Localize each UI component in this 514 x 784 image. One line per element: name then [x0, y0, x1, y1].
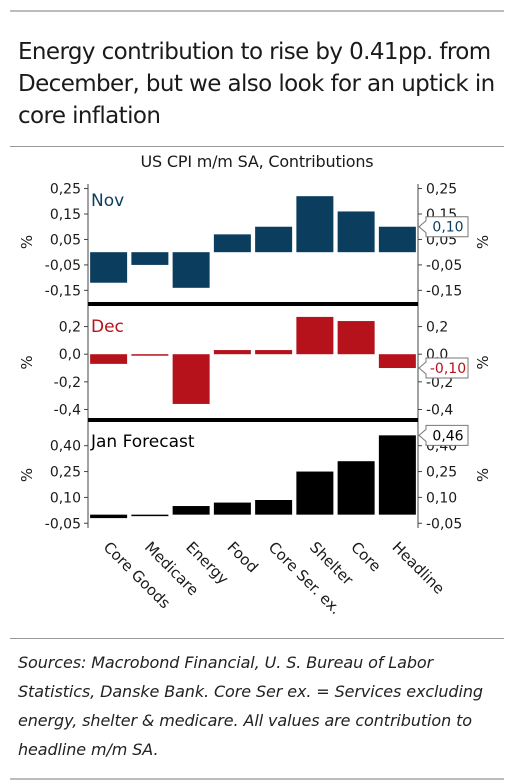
panel-separator	[88, 302, 418, 306]
panel-label: Jan Forecast	[90, 432, 195, 452]
y-tick-label-left: -0,2	[54, 375, 81, 391]
y-tick-label-left: -0,05	[45, 516, 81, 532]
last-value-label: 0,10	[432, 220, 463, 236]
y-axis-unit-left: %	[18, 235, 36, 249]
y-axis-unit-left: %	[18, 355, 36, 369]
bar-jan-forecast	[213, 502, 251, 515]
bar-nov	[213, 234, 251, 253]
y-axis-unit-right: %	[474, 468, 492, 482]
y-tick-label-left: 0,25	[50, 182, 81, 198]
y-axis-unit-right: %	[474, 355, 492, 369]
y-tick-label-right: 0,25	[426, 182, 457, 198]
y-tick-label-left: 0,2	[59, 320, 81, 336]
y-axis-unit-left: %	[18, 468, 36, 482]
bar-dec	[90, 354, 128, 364]
y-axis-unit-right: %	[474, 235, 492, 249]
y-tick-label-right: -0,4	[426, 402, 453, 418]
x-tick-label: Core	[347, 538, 384, 575]
bar-nov	[378, 226, 416, 253]
bar-dec	[172, 354, 210, 404]
y-tick-label-left: -0,05	[45, 258, 81, 274]
bar-jan-forecast	[378, 435, 416, 515]
bar-dec	[213, 350, 251, 355]
bar-jan-forecast	[337, 461, 375, 515]
bar-dec	[337, 321, 375, 355]
panel-label: Nov	[91, 191, 124, 211]
y-tick-label-left: 0,15	[50, 207, 81, 223]
chart-svg: 0,25 0,250,15 0,150,05 0,05-0,05 -0,05-0,15-…	[18, 182, 492, 619]
divider-top	[10, 146, 504, 147]
last-value-callout	[418, 216, 469, 238]
y-tick-label-right: 0,10	[426, 490, 457, 506]
bar-nov	[296, 196, 334, 253]
y-tick-label-left: 0,0	[59, 347, 81, 363]
y-tick-label-left: 0,05	[50, 232, 81, 248]
bar-nov	[337, 211, 375, 253]
bar-nov	[255, 226, 293, 253]
chart-subtitle: US CPI m/m SA, Contributions	[140, 152, 374, 171]
y-tick-label-left: 0,10	[50, 490, 81, 506]
bar-dec	[378, 354, 416, 369]
last-value-callout	[418, 424, 469, 446]
top-rule	[10, 10, 504, 12]
bottom-rule	[10, 778, 504, 780]
y-tick-label-left: -0,4	[54, 402, 81, 418]
bar-dec	[255, 350, 293, 355]
y-tick-label-right: 0,2	[426, 320, 448, 336]
last-value-label: -0,10	[430, 361, 466, 377]
bar-jan-forecast	[131, 514, 169, 517]
x-tick-label: Food	[224, 538, 262, 576]
y-tick-label-left: 0,25	[50, 465, 81, 481]
chart-headline: Energy contribution to rise by 0.41pp. f…	[18, 39, 495, 129]
y-tick-label-right: 0,25	[426, 465, 457, 481]
y-tick-label-right: -0,05	[426, 258, 462, 274]
last-value-callout	[418, 357, 469, 379]
x-tick-label: Core Ser. ex.	[265, 538, 345, 618]
y-tick-label-left: -0,15	[45, 283, 81, 299]
bar-dec	[296, 316, 334, 355]
bar-nov	[172, 252, 210, 288]
panel-label: Dec	[91, 317, 124, 337]
bar-jan-forecast	[255, 500, 293, 515]
y-tick-label-right: -0,15	[426, 283, 462, 299]
source-note: Sources: Macrobond Financial, U. S. Bure…	[18, 653, 483, 759]
y-tick-label-right: -0,2	[426, 375, 453, 391]
bar-nov	[90, 252, 128, 283]
y-tick-label-left: 0,40	[50, 439, 81, 455]
bar-jan-forecast	[296, 471, 334, 515]
divider-bottom	[10, 638, 504, 639]
x-tick-label: Headline	[389, 538, 449, 598]
bar-dec	[131, 354, 169, 356]
bar-jan-forecast	[90, 514, 128, 519]
panel-separator	[88, 418, 418, 422]
y-tick-label-right: -0,05	[426, 516, 462, 532]
last-value-label: 0,46	[432, 428, 463, 444]
bar-nov	[131, 252, 169, 265]
bar-jan-forecast	[172, 506, 210, 515]
